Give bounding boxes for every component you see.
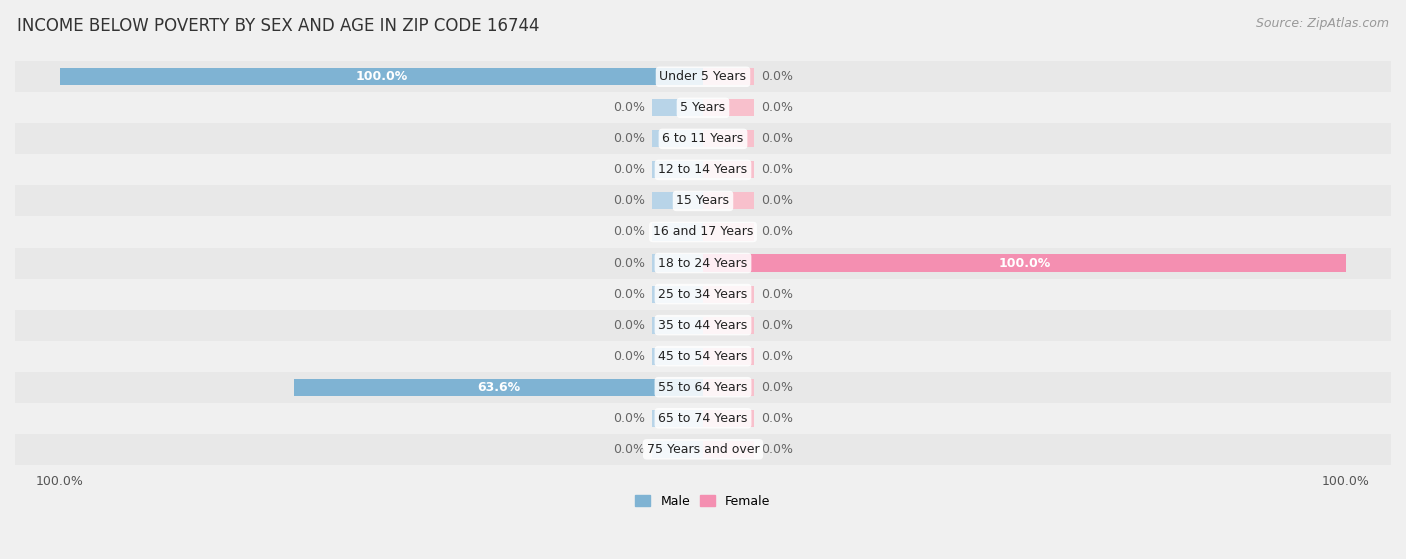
Bar (703, 440, 755, 458)
Bar (0, 402, 1406, 434)
Bar (703, 130, 755, 148)
Bar (0, 278, 1406, 310)
Bar (703, 162, 755, 178)
Bar (0, 154, 1406, 186)
Text: 55 to 64 Years: 55 to 64 Years (658, 381, 748, 394)
Bar (703, 316, 755, 334)
Text: 0.0%: 0.0% (761, 70, 793, 83)
Legend: Male, Female: Male, Female (630, 490, 776, 513)
Text: 75 Years and over: 75 Years and over (647, 443, 759, 456)
Bar (651, 68, 703, 86)
Text: 0.0%: 0.0% (613, 163, 645, 177)
Bar (651, 254, 703, 272)
Text: 0.0%: 0.0% (761, 195, 793, 207)
Bar (703, 410, 755, 427)
Bar (651, 224, 703, 240)
Bar (703, 192, 755, 210)
Bar (0, 92, 1406, 124)
Text: 16 and 17 Years: 16 and 17 Years (652, 225, 754, 239)
Text: 15 Years: 15 Years (676, 195, 730, 207)
Text: 25 to 34 Years: 25 to 34 Years (658, 287, 748, 301)
Bar (651, 286, 703, 302)
Text: Under 5 Years: Under 5 Years (659, 70, 747, 83)
Bar (651, 100, 703, 116)
Text: 12 to 14 Years: 12 to 14 Years (658, 163, 748, 177)
Text: 63.6%: 63.6% (477, 381, 520, 394)
Text: 0.0%: 0.0% (761, 412, 793, 425)
Text: 100.0%: 100.0% (356, 70, 408, 83)
Text: 0.0%: 0.0% (761, 101, 793, 115)
Bar (703, 68, 755, 86)
Text: 0.0%: 0.0% (613, 412, 645, 425)
Text: 0.0%: 0.0% (761, 381, 793, 394)
Text: 0.0%: 0.0% (613, 287, 645, 301)
Bar (703, 286, 755, 302)
Text: 0.0%: 0.0% (761, 287, 793, 301)
Bar (703, 254, 755, 272)
Bar (651, 440, 703, 458)
Text: 6 to 11 Years: 6 to 11 Years (662, 132, 744, 145)
Text: 0.0%: 0.0% (761, 443, 793, 456)
Bar (703, 254, 1346, 272)
Text: 5 Years: 5 Years (681, 101, 725, 115)
Text: 0.0%: 0.0% (613, 101, 645, 115)
Bar (0, 61, 1406, 92)
Bar (651, 410, 703, 427)
Text: 0.0%: 0.0% (761, 349, 793, 363)
Bar (651, 162, 703, 178)
Text: 35 to 44 Years: 35 to 44 Years (658, 319, 748, 331)
Text: 0.0%: 0.0% (613, 132, 645, 145)
Bar (0, 216, 1406, 248)
Bar (703, 378, 755, 396)
Text: 0.0%: 0.0% (761, 225, 793, 239)
Bar (651, 348, 703, 364)
Bar (0, 434, 1406, 465)
Text: 0.0%: 0.0% (613, 319, 645, 331)
Text: 0.0%: 0.0% (761, 319, 793, 331)
Bar (651, 192, 703, 210)
Text: 0.0%: 0.0% (613, 349, 645, 363)
Bar (0, 340, 1406, 372)
Text: 0.0%: 0.0% (761, 163, 793, 177)
Text: 18 to 24 Years: 18 to 24 Years (658, 257, 748, 269)
Bar (0, 186, 1406, 216)
Text: Source: ZipAtlas.com: Source: ZipAtlas.com (1256, 17, 1389, 30)
Text: 100.0%: 100.0% (998, 257, 1050, 269)
Bar (0, 124, 1406, 154)
Text: 0.0%: 0.0% (613, 257, 645, 269)
Bar (0, 248, 1406, 278)
Text: INCOME BELOW POVERTY BY SEX AND AGE IN ZIP CODE 16744: INCOME BELOW POVERTY BY SEX AND AGE IN Z… (17, 17, 540, 35)
Text: 0.0%: 0.0% (761, 132, 793, 145)
Bar (651, 378, 703, 396)
Bar (0, 310, 1406, 340)
Bar (703, 348, 755, 364)
Bar (60, 68, 703, 86)
Bar (651, 316, 703, 334)
Text: 65 to 74 Years: 65 to 74 Years (658, 412, 748, 425)
Text: 0.0%: 0.0% (613, 225, 645, 239)
Bar (703, 100, 755, 116)
Text: 0.0%: 0.0% (613, 195, 645, 207)
Text: 0.0%: 0.0% (613, 443, 645, 456)
Bar (294, 378, 703, 396)
Text: 45 to 54 Years: 45 to 54 Years (658, 349, 748, 363)
Bar (703, 224, 755, 240)
Bar (651, 130, 703, 148)
Bar (0, 372, 1406, 402)
